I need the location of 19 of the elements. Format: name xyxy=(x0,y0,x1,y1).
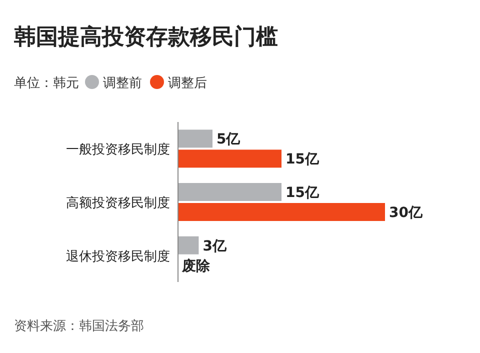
bar xyxy=(178,183,282,201)
bar xyxy=(178,203,385,221)
y-tick-label: 一般投资移民制度 xyxy=(66,142,170,158)
bar xyxy=(178,236,199,254)
data-label: 5亿 xyxy=(216,132,242,148)
chart-title: 韩国提高投资存款移民门槛 xyxy=(13,24,278,50)
data-label: 15亿 xyxy=(286,185,320,201)
legend-title: 单位：韩元 xyxy=(14,76,79,91)
data-label: 3亿 xyxy=(202,238,228,254)
text: 资料来源：韩国法务部 xyxy=(14,319,144,334)
data-label: 15亿 xyxy=(286,152,320,168)
y-tick-label: 高额投资移民制度 xyxy=(66,195,170,211)
y-tick-label: 退休投资移民制度 xyxy=(66,248,170,264)
legend-label: 调整前 xyxy=(103,76,142,91)
bar xyxy=(178,130,212,148)
legend-label: 调整后 xyxy=(168,76,207,91)
data-label: 30亿 xyxy=(389,205,424,221)
data-label: 废除 xyxy=(181,257,211,274)
bar xyxy=(178,150,282,168)
